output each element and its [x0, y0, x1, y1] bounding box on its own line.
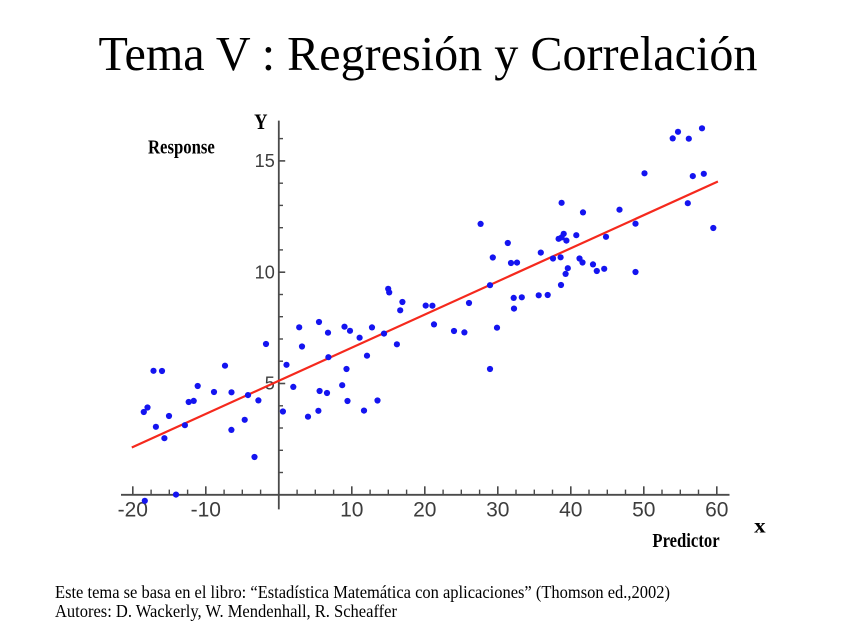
svg-text:-20: -20 — [118, 498, 148, 521]
svg-text:60: 60 — [705, 498, 728, 521]
svg-text:10: 10 — [340, 498, 363, 521]
svg-text:50: 50 — [632, 498, 655, 521]
svg-text:20: 20 — [413, 498, 436, 521]
svg-text:15: 15 — [255, 151, 275, 171]
svg-text:30: 30 — [486, 498, 509, 521]
svg-text:x: x — [754, 514, 766, 538]
svg-text:Response: Response — [148, 137, 215, 159]
svg-text:10: 10 — [255, 262, 275, 282]
svg-text:Predictor: Predictor — [652, 530, 719, 552]
svg-text:-10: -10 — [191, 498, 221, 521]
svg-text:Y: Y — [254, 109, 267, 134]
svg-text:40: 40 — [559, 498, 582, 521]
